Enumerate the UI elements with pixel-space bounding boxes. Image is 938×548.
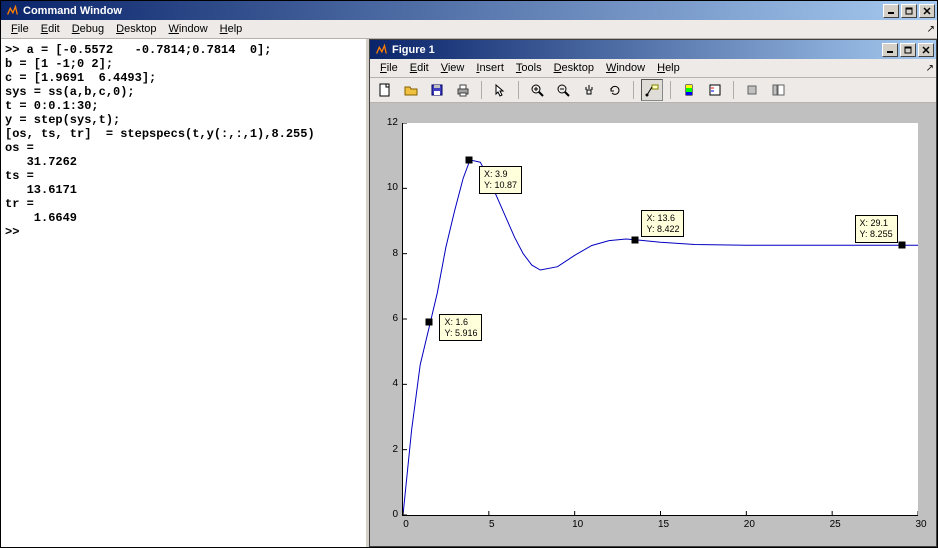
data-marker[interactable] bbox=[426, 318, 433, 325]
datatip[interactable]: X: 29.1Y: 8.255 bbox=[855, 215, 898, 243]
zoom-out-icon[interactable] bbox=[552, 79, 574, 101]
figure-window-controls bbox=[880, 43, 934, 57]
y-tick-label: 6 bbox=[382, 313, 398, 324]
zoom-in-icon[interactable] bbox=[526, 79, 548, 101]
toolbar-separator bbox=[518, 81, 519, 99]
close-button[interactable] bbox=[919, 4, 935, 18]
toolbar-separator bbox=[481, 81, 482, 99]
menu-window[interactable]: Window bbox=[600, 60, 651, 76]
menu-debug[interactable]: Debug bbox=[66, 21, 110, 37]
main-menubar: FileEditDebugDesktopWindowHelp ↗ bbox=[1, 20, 937, 39]
menu-insert[interactable]: Insert bbox=[470, 60, 510, 76]
figure-title: Figure 1 bbox=[392, 44, 880, 56]
y-tick-label: 10 bbox=[382, 182, 398, 193]
show-tools-icon[interactable] bbox=[767, 79, 789, 101]
x-tick-label: 15 bbox=[654, 519, 674, 530]
save-icon[interactable] bbox=[426, 79, 448, 101]
main-titlebar: Command Window bbox=[1, 1, 937, 20]
menu-help[interactable]: Help bbox=[651, 60, 686, 76]
datatip[interactable]: X: 1.6Y: 5.916 bbox=[439, 314, 482, 342]
data-marker[interactable] bbox=[632, 236, 639, 243]
new-figure-icon[interactable] bbox=[374, 79, 396, 101]
toolbar-separator bbox=[633, 81, 634, 99]
rotate-icon[interactable] bbox=[604, 79, 626, 101]
menu-edit[interactable]: Edit bbox=[35, 21, 66, 37]
figure-maximize-button[interactable] bbox=[900, 43, 916, 57]
content-split: >> a = [-0.5572 -0.7814;0.7814 0]; b = [… bbox=[1, 39, 937, 547]
figure-canvas: 0 5 10 15 20 25 30 0 2 4 6 8 10 12 X: 1.6Y: 5.916 X: 3.… bbox=[370, 103, 936, 546]
toolbar-separator bbox=[733, 81, 734, 99]
y-tick-label: 12 bbox=[382, 117, 398, 128]
data-cursor-icon[interactable] bbox=[641, 79, 663, 101]
toolbar-separator bbox=[670, 81, 671, 99]
colorbar-icon[interactable] bbox=[678, 79, 700, 101]
menu-help[interactable]: Help bbox=[214, 21, 249, 37]
data-marker[interactable] bbox=[465, 156, 472, 163]
open-icon[interactable] bbox=[400, 79, 422, 101]
figure-window: Figure 1 FileEditViewInsertToolsDesktopW… bbox=[369, 39, 937, 547]
menu-tools[interactable]: Tools bbox=[510, 60, 548, 76]
print-icon[interactable] bbox=[452, 79, 474, 101]
figure-titlebar: Figure 1 bbox=[370, 40, 936, 59]
x-tick-label: 30 bbox=[911, 519, 931, 530]
pan-icon[interactable] bbox=[578, 79, 600, 101]
menu-window[interactable]: Window bbox=[163, 21, 214, 37]
y-tick-label: 0 bbox=[382, 509, 398, 520]
menu-desktop[interactable]: Desktop bbox=[110, 21, 162, 37]
menu-view[interactable]: View bbox=[435, 60, 471, 76]
x-tick-label: 25 bbox=[825, 519, 845, 530]
minimize-button[interactable] bbox=[883, 4, 899, 18]
y-tick-label: 8 bbox=[382, 248, 398, 259]
x-tick-label: 20 bbox=[739, 519, 759, 530]
x-tick-label: 10 bbox=[568, 519, 588, 530]
pointer-icon[interactable] bbox=[489, 79, 511, 101]
hide-tools-icon[interactable] bbox=[741, 79, 763, 101]
y-tick-label: 2 bbox=[382, 444, 398, 455]
legend-icon[interactable] bbox=[704, 79, 726, 101]
y-tick-label: 4 bbox=[382, 378, 398, 389]
x-tick-label: 0 bbox=[396, 519, 416, 530]
datatip[interactable]: X: 13.6Y: 8.422 bbox=[641, 210, 684, 238]
command-window: Command Window FileEditDebugDesktopWindo… bbox=[0, 0, 938, 548]
main-window-controls bbox=[881, 4, 935, 18]
menu-file[interactable]: File bbox=[374, 60, 404, 76]
figure-menubar: FileEditViewInsertToolsDesktopWindowHelp… bbox=[370, 59, 936, 78]
figure-rollup-icon[interactable]: ↗ bbox=[926, 63, 934, 74]
figure-pane: Figure 1 FileEditViewInsertToolsDesktopW… bbox=[369, 39, 937, 547]
command-output[interactable]: >> a = [-0.5572 -0.7814;0.7814 0]; b = [… bbox=[1, 39, 369, 547]
menu-file[interactable]: File bbox=[5, 21, 35, 37]
menu-desktop[interactable]: Desktop bbox=[548, 60, 600, 76]
figure-toolbar bbox=[370, 78, 936, 103]
datatip[interactable]: X: 3.9Y: 10.87 bbox=[479, 166, 522, 194]
data-marker[interactable] bbox=[898, 242, 905, 249]
rollup-icon[interactable]: ↗ bbox=[927, 24, 935, 35]
matlab-icon bbox=[5, 4, 19, 18]
maximize-button[interactable] bbox=[901, 4, 917, 18]
menu-edit[interactable]: Edit bbox=[404, 60, 435, 76]
figure-close-button[interactable] bbox=[918, 43, 934, 57]
figure-minimize-button[interactable] bbox=[882, 43, 898, 57]
figure-icon bbox=[374, 43, 388, 57]
main-title: Command Window bbox=[23, 5, 881, 17]
x-tick-label: 5 bbox=[482, 519, 502, 530]
